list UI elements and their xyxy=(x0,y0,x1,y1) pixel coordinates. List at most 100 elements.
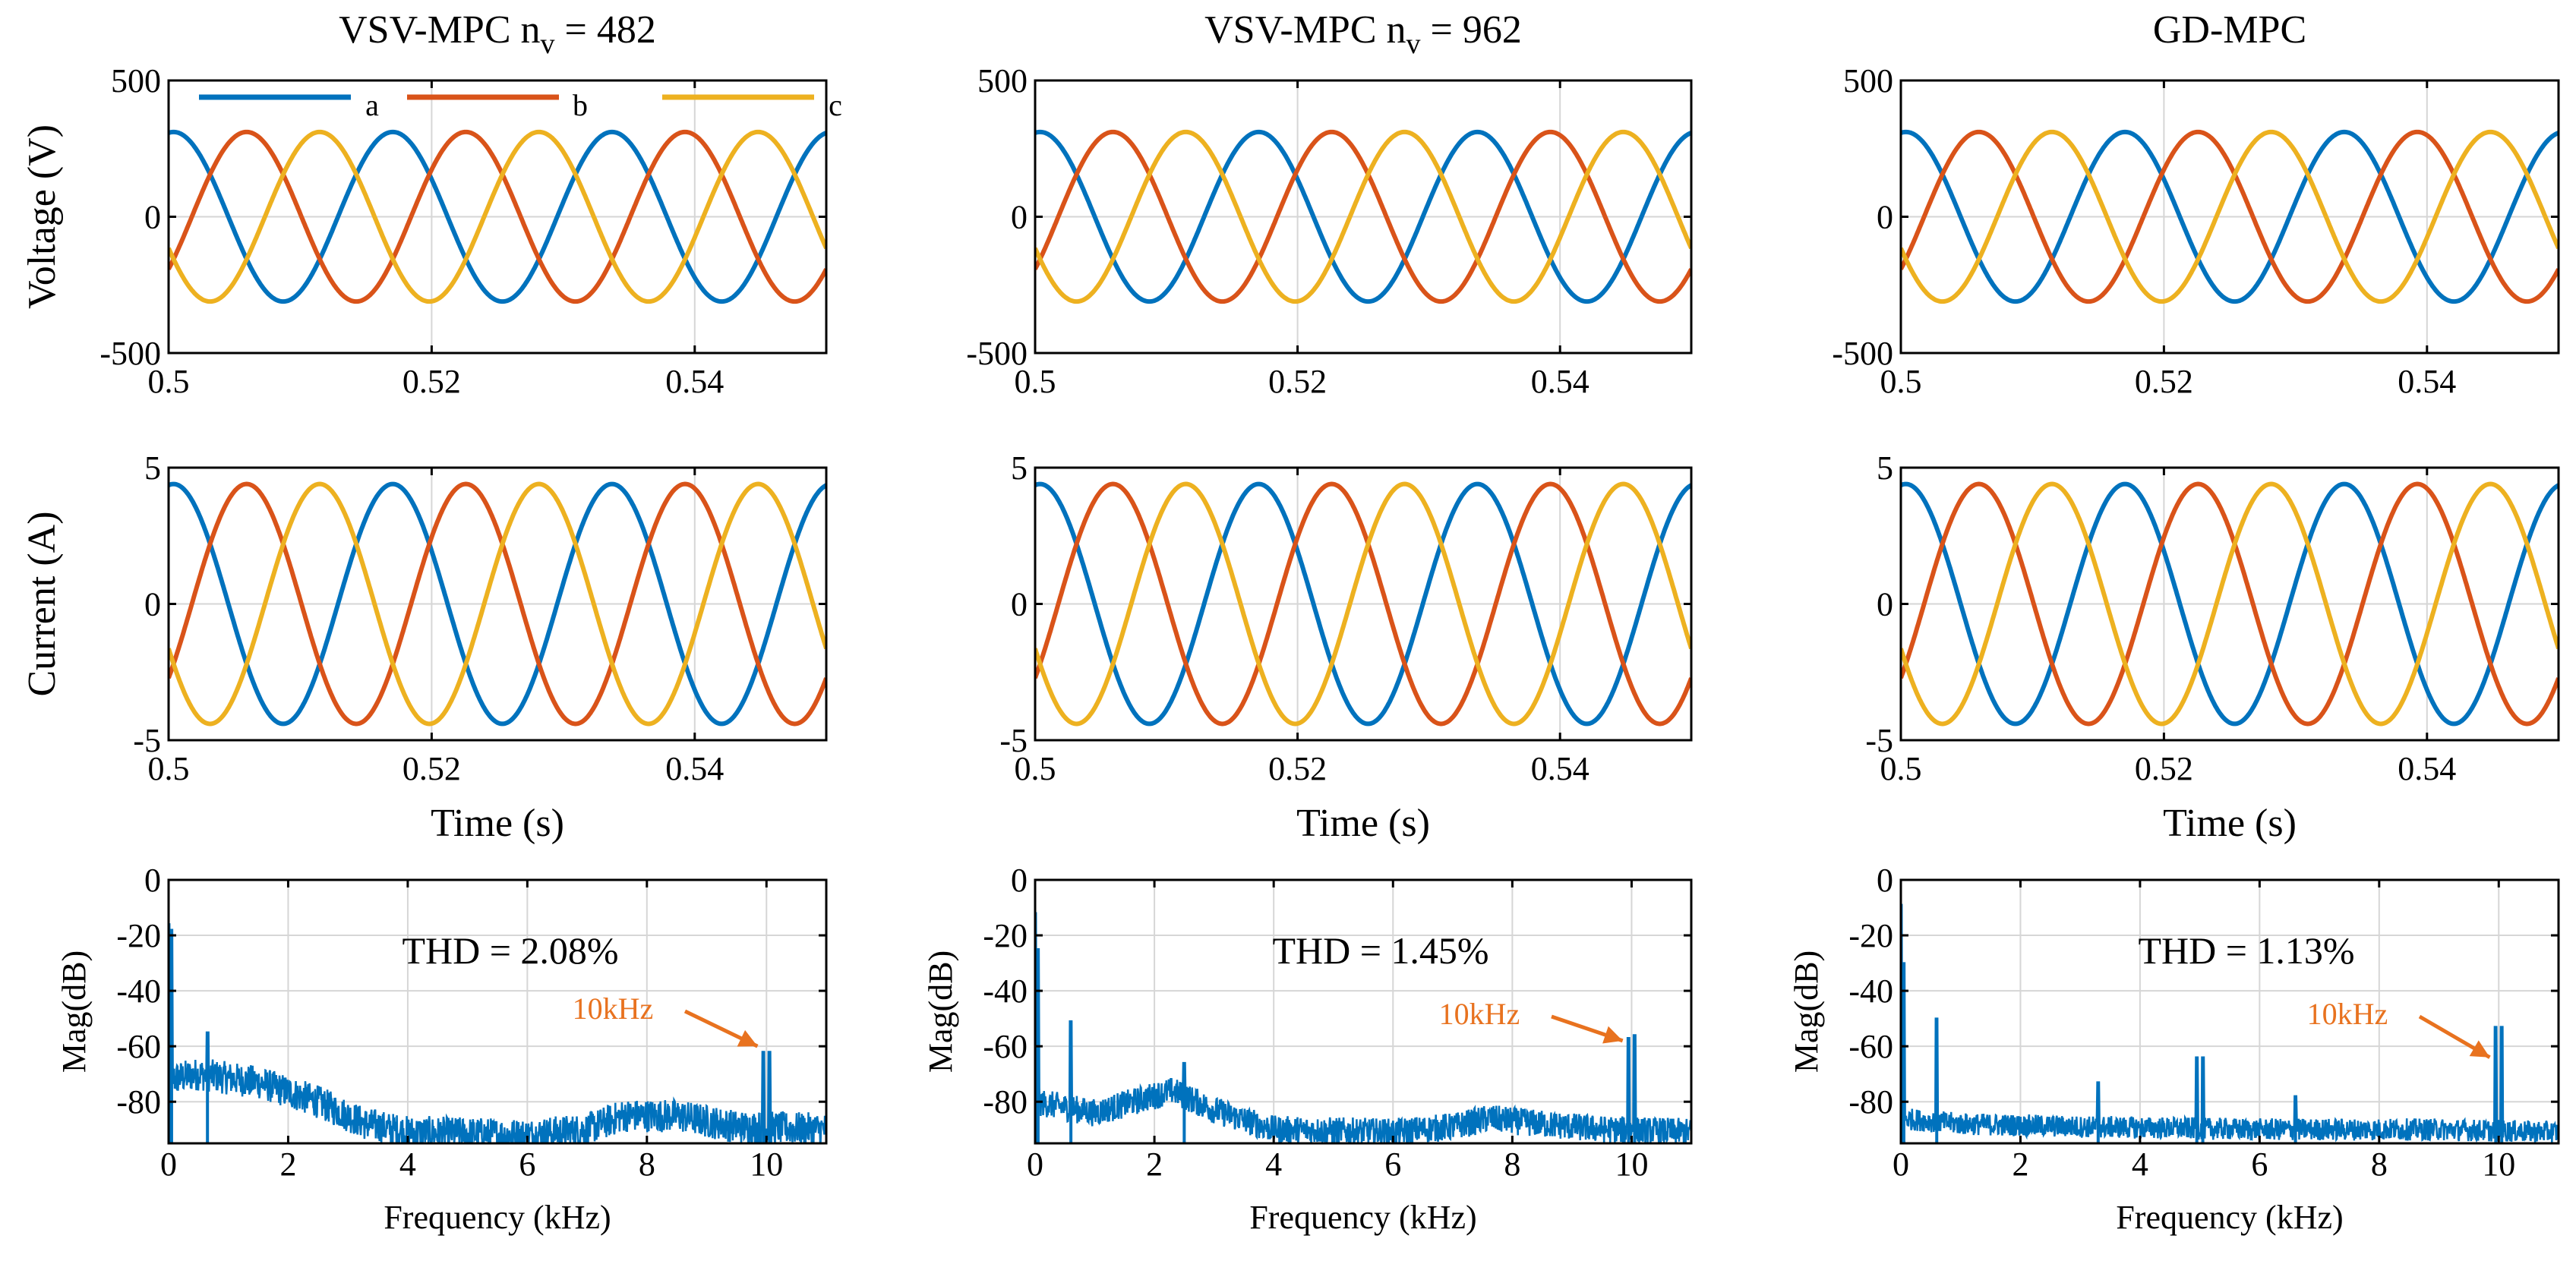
x-tick-label: 10 xyxy=(1615,1146,1648,1183)
x-tick-label: 6 xyxy=(1384,1146,1401,1183)
x-tick-label: 2 xyxy=(1146,1146,1163,1183)
series-line-b xyxy=(1901,129,2559,304)
y-axis-label: Mag(dB) xyxy=(1788,950,1825,1073)
x-tick-label: 0.5 xyxy=(148,750,190,787)
x-tick-label: 0.52 xyxy=(402,363,461,400)
y-tick-label: -5 xyxy=(999,722,1028,759)
y-tick-label: -80 xyxy=(983,1083,1028,1121)
x-tick-label: 0.5 xyxy=(1015,750,1056,787)
voltage-panel-2: 0.5 0.52 0.54 -500 0 500 GD-MPC xyxy=(1832,8,2560,400)
spectrum-line xyxy=(1035,912,1691,1143)
y-axis-label: Mag(dB) xyxy=(922,950,959,1073)
x-tick-label: 0.54 xyxy=(665,750,724,787)
y-tick-label: -20 xyxy=(1848,917,1893,954)
series-group xyxy=(169,129,826,304)
spectrum-panel-1: 0 2 4 6 8 10 -80 -60 -40 -20 0 Frequency (kHz) Mag(d… xyxy=(922,862,1693,1236)
voltage-panel-1: 0.5 0.52 0.54 -500 0 500 VSV-MPC nv = 962 xyxy=(966,8,1693,400)
title-subscript: v xyxy=(1406,28,1421,60)
y-tick-label: 5 xyxy=(1011,449,1028,487)
x-tick-label: 0.54 xyxy=(1531,750,1589,787)
legend-label-c: c xyxy=(829,88,842,122)
y-tick-label: -40 xyxy=(1848,973,1893,1010)
series-line-a xyxy=(169,129,826,304)
x-tick-label: 2 xyxy=(2012,1146,2028,1183)
x-tick-label: 2 xyxy=(279,1146,296,1183)
x-tick-label: 8 xyxy=(639,1146,655,1183)
title-main: VSV-MPC n xyxy=(339,8,540,52)
thd-label: THD = 2.08% xyxy=(402,929,618,972)
plot-frame xyxy=(1899,878,2560,1145)
y-tick-label: -20 xyxy=(116,917,161,954)
x-tick-label: 6 xyxy=(519,1146,535,1183)
y-tick-label: 0 xyxy=(1877,199,1893,236)
series-line-a xyxy=(169,481,826,727)
panel-title: VSV-MPC nv = 962 xyxy=(1204,8,1522,60)
title-tail: = 482 xyxy=(555,8,656,52)
x-tick-label: 0 xyxy=(160,1146,177,1183)
y-tick-label: 500 xyxy=(1843,62,1893,99)
y-tick-label: 500 xyxy=(977,62,1028,99)
title-subscript: v xyxy=(541,28,555,60)
series-line-c xyxy=(1035,481,1691,727)
series-line-b xyxy=(169,129,826,304)
y-tick-label: 0 xyxy=(1877,862,1893,899)
x-axis-label: Frequency (kHz) xyxy=(2116,1199,2343,1236)
annotation-arrowhead xyxy=(737,1029,758,1047)
x-tick-label: 0.5 xyxy=(1880,363,1922,400)
thd-label: THD = 1.45% xyxy=(1272,929,1488,972)
x-tick-label: 0 xyxy=(1893,1146,1909,1183)
x-tick-label: 6 xyxy=(2251,1146,2268,1183)
y-tick-label: 5 xyxy=(1877,449,1893,487)
y-tick-label: 500 xyxy=(111,62,161,99)
y-tick-label: -60 xyxy=(1848,1028,1893,1065)
y-tick-label: 0 xyxy=(144,199,161,236)
y-axis-label: Current (A) xyxy=(21,511,64,696)
y-tick-label: -40 xyxy=(116,973,161,1010)
x-axis-label: Frequency (kHz) xyxy=(1249,1199,1476,1236)
annotation-arrowhead xyxy=(2469,1040,2490,1058)
series-line-c xyxy=(169,129,826,304)
series-line-a xyxy=(1901,129,2559,304)
title-main: GD-MPC xyxy=(2153,8,2306,52)
x-axis-label: Frequency (kHz) xyxy=(384,1199,611,1236)
x-tick-label: 0.5 xyxy=(1015,363,1056,400)
spectrum-panel-2: 0 2 4 6 8 10 -80 -60 -40 -20 0 Frequency (kHz) Mag(d… xyxy=(1788,862,2560,1236)
series-line-c xyxy=(169,481,826,727)
x-tick-label: 10 xyxy=(2482,1146,2515,1183)
x-tick-label: 0.52 xyxy=(1268,363,1327,400)
y-tick-label: -80 xyxy=(1848,1083,1893,1121)
y-tick-label: 0 xyxy=(1011,199,1028,236)
y-tick-label: 0 xyxy=(144,862,161,899)
y-tick-label: -80 xyxy=(116,1083,161,1121)
series-line-a xyxy=(1035,481,1691,727)
series-group xyxy=(1901,481,2559,727)
series-group xyxy=(1901,903,2559,1143)
legend-label-a: a xyxy=(365,88,379,122)
series-line-c xyxy=(1035,129,1691,304)
spectrum-panel-0: 0 2 4 6 8 10 -80 -60 -40 -20 0 Frequency (kHz) Mag(d… xyxy=(55,862,828,1236)
plot-area xyxy=(1901,880,2559,1143)
x-tick-label: 10 xyxy=(750,1146,783,1183)
series-group xyxy=(169,481,826,727)
x-axis-label: Time (s) xyxy=(431,802,564,845)
plot-frame xyxy=(1034,878,1693,1145)
current-panel-1: 0.5 0.52 0.54 -5 0 5 Time (s) xyxy=(999,449,1693,845)
thd-label: THD = 1.13% xyxy=(2138,929,2354,972)
panel-title: GD-MPC xyxy=(2153,8,2306,52)
x-tick-label: 0.52 xyxy=(1268,750,1327,787)
x-tick-label: 0.54 xyxy=(665,363,724,400)
annotation-arrowhead xyxy=(1602,1026,1623,1044)
x-tick-label: 0.54 xyxy=(2398,750,2456,787)
x-axis-label: Time (s) xyxy=(1296,802,1430,845)
title-main: VSV-MPC n xyxy=(1204,8,1406,52)
spectrum-line xyxy=(169,923,826,1143)
y-tick-label: -60 xyxy=(983,1028,1028,1065)
y-tick-label: -40 xyxy=(983,973,1028,1010)
current-panel-2: 0.5 0.52 0.54 -5 0 5 Time (s) xyxy=(1865,449,2560,845)
spectrum-line xyxy=(1901,903,2559,1143)
x-tick-label: 0.54 xyxy=(2398,363,2456,400)
x-tick-label: 0.52 xyxy=(2135,363,2193,400)
y-tick-label: -500 xyxy=(966,335,1028,372)
series-group xyxy=(1901,129,2559,304)
x-tick-label: 0.5 xyxy=(148,363,190,400)
